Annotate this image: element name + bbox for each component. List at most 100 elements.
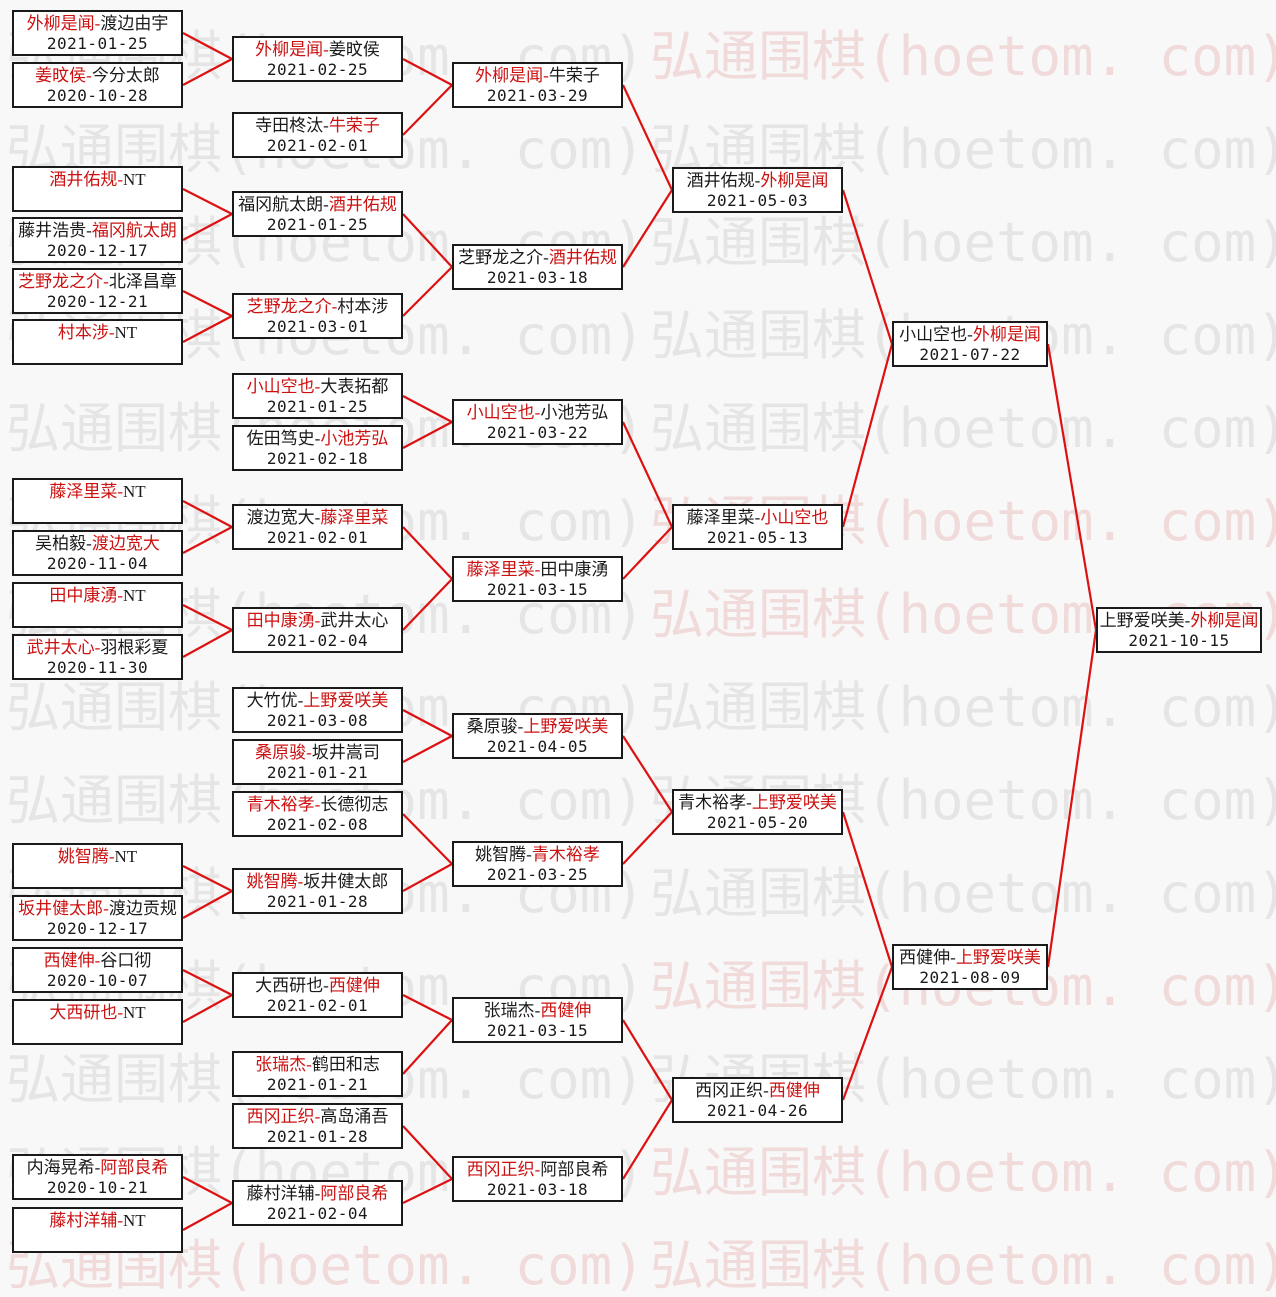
match-date: 2021-01-21: [266, 763, 369, 782]
match-date: 2020-11-04: [46, 554, 149, 573]
name-separator: -: [117, 1211, 123, 1230]
connector-line: [402, 395, 453, 423]
player-name: 芝野龙之介: [458, 248, 544, 267]
match-box-r2m9: 大竹优-上野爱咲美 2021-03-08: [232, 687, 403, 733]
match-box-r3m2: 芝野龙之介-酒井佑规 2021-03-18: [452, 244, 623, 290]
match-box-r2m3: 福冈航太朗-酒井佑规 2021-01-25: [232, 191, 403, 237]
player-name: 桑原骏: [466, 717, 518, 736]
player-name: 西健伸: [899, 948, 951, 967]
match-players: 小山空也-大表拓都: [234, 376, 401, 397]
match-players: 佐田笃史-小池芳弘: [234, 428, 401, 449]
connector-line: [402, 813, 453, 865]
match-box-r1m16: 藤村洋辅-NT: [12, 1207, 183, 1253]
match-date: 2021-05-03: [706, 191, 809, 210]
name-separator: -: [94, 1158, 101, 1177]
name-separator: -: [534, 403, 541, 422]
match-date: 2021-02-08: [266, 815, 369, 834]
player-name: 坂井健太郎: [18, 899, 104, 918]
match-date: 2021-01-25: [266, 215, 369, 234]
name-separator: -: [117, 586, 123, 605]
match-date: 2021-03-25: [486, 865, 589, 884]
name-separator: -: [763, 1081, 769, 1100]
match-date: 2021-03-18: [486, 268, 589, 287]
match-date: 2021-01-25: [266, 397, 369, 416]
match-box-r5m1: 小山空也-外柳是闻 2021-07-22: [892, 321, 1048, 367]
match-date: 2021-02-25: [266, 60, 369, 79]
player-name: 上野爱咲美: [955, 948, 1041, 967]
connector-line: [182, 890, 233, 919]
match-box-r3m8: 西冈正织-阿部良希 2021-03-18: [452, 1156, 623, 1202]
match-date: 2021-01-25: [46, 34, 149, 53]
match-date: 2021-02-18: [266, 449, 369, 468]
player-name: 内海晃希: [26, 1158, 95, 1177]
name-separator: -: [517, 717, 524, 736]
player-name: 武井太心: [26, 638, 95, 657]
name-separator: -: [86, 221, 92, 240]
connector-line: [402, 421, 453, 449]
player-name: 村本涉: [57, 323, 109, 342]
match-players: 青木裕孝-长德彻志: [234, 794, 401, 815]
connector-line: [622, 84, 673, 191]
match-date: 2021-04-26: [706, 1101, 809, 1120]
connector-line: [622, 1099, 673, 1180]
player-name: 姜旼侯: [328, 40, 380, 59]
player-name: 小山空也: [760, 508, 829, 527]
match-box-r1m1: 外柳是闻-渡边由宇 2021-01-25: [12, 10, 183, 56]
name-separator: -: [86, 66, 92, 85]
name-separator: -: [94, 951, 101, 970]
match-date: 2021-03-15: [486, 1021, 589, 1040]
player-name: 阿部良希: [100, 1158, 169, 1177]
match-date: 2021-02-01: [266, 528, 369, 547]
player-name: 青木裕孝: [531, 845, 600, 864]
connector-line: [182, 1176, 233, 1204]
match-box-r2m4: 芝野龙之介-村本涉 2021-03-01: [232, 293, 403, 339]
match-date: 2021-02-01: [266, 136, 369, 155]
match-date: 2021-03-18: [486, 1180, 589, 1199]
player-name: 姚智腾: [475, 845, 527, 864]
player-name: 芝野龙之介: [18, 272, 104, 291]
match-players: 小山空也-小池芳弘: [454, 402, 621, 423]
player-name: 青木裕孝: [246, 795, 315, 814]
player-name: 小山空也: [899, 325, 968, 344]
match-box-r4m3: 青木裕孝-上野爱咲美 2021-05-20: [672, 789, 843, 835]
connector-line: [841, 811, 894, 968]
connector-line: [622, 735, 673, 813]
player-name: 渡边贡规: [108, 899, 177, 918]
connector-line: [402, 84, 453, 136]
player-name: NT: [123, 586, 146, 605]
name-separator: -: [314, 795, 321, 814]
player-name: 西冈正织: [466, 1160, 535, 1179]
connector-line: [402, 1019, 453, 1075]
match-players: 藤泽里菜-NT: [14, 481, 181, 502]
match-box-r2m12: 姚智腾-坂井健太郎 2021-01-28: [232, 868, 403, 914]
player-name: 阿部良希: [320, 1184, 389, 1203]
name-separator: -: [526, 845, 532, 864]
player-name: 外柳是闻: [972, 325, 1041, 344]
connector-line: [182, 500, 233, 528]
player-name: 牛荣子: [548, 66, 600, 85]
match-box-r3m7: 张瑞杰-西健伸 2021-03-15: [452, 997, 623, 1043]
match-box-r4m2: 藤泽里菜-小山空也 2021-05-13: [672, 504, 843, 550]
connector-line: [182, 213, 233, 241]
player-name: 藤泽里菜: [466, 560, 535, 579]
match-box-r1m6: 村本涉-NT: [12, 319, 183, 365]
player-name: 藤村洋辅: [49, 1211, 118, 1230]
player-name: 芝野龙之介: [246, 297, 332, 316]
player-name: 阿部良希: [540, 1160, 609, 1179]
match-box-r3m5: 桑原骏-上野爱咲美 2021-04-05: [452, 713, 623, 759]
match-players: 坂井健太郎-渡边贡规: [14, 898, 181, 919]
match-box-r1m12: 坂井健太郎-渡边贡规 2020-12-17: [12, 895, 183, 941]
player-name: 上野爱咲美: [303, 691, 389, 710]
player-name: 坂井健太郎: [303, 872, 389, 891]
connector-line: [182, 290, 233, 317]
name-separator: -: [314, 1184, 321, 1203]
match-box-r5m2: 西健伸-上野爱咲美 2021-08-09: [892, 944, 1048, 990]
tournament-bracket-page: { "colors": { "winner_text": "#cc1111", …: [6, 10, 1276, 1293]
match-date: 2021-02-04: [266, 1204, 369, 1223]
connector-lines: [182, 32, 1098, 1231]
name-separator: -: [103, 899, 109, 918]
player-name: 鹤田和志: [311, 1055, 380, 1074]
player-name: 藤泽里菜: [320, 508, 389, 527]
match-date: 2021-03-15: [486, 580, 589, 599]
match-box-r1m8: 吴柏毅-渡边宽大 2020-11-04: [12, 530, 183, 576]
